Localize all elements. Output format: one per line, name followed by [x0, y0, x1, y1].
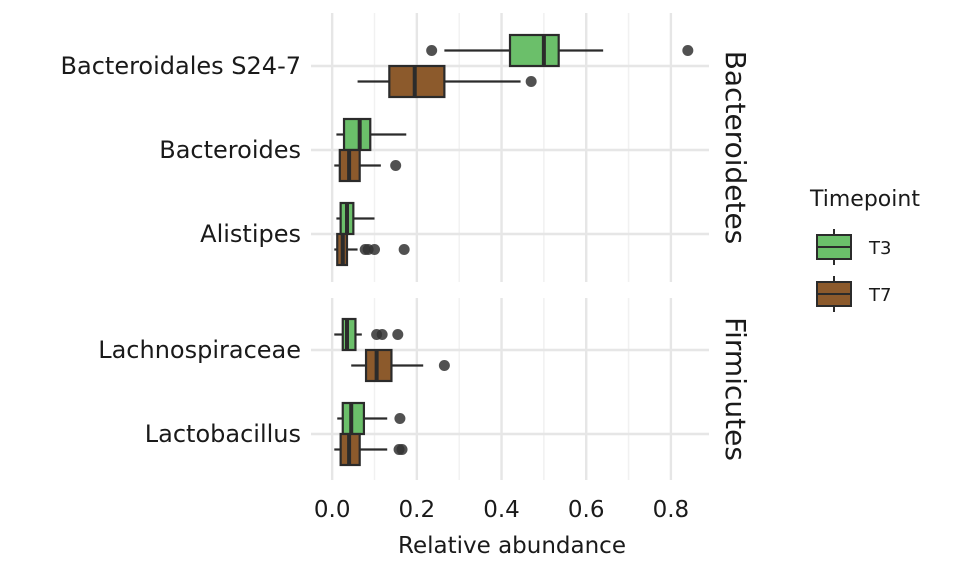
- outlier-point: [398, 244, 410, 255]
- outlier-point: [396, 444, 408, 455]
- outlier-point: [390, 160, 402, 171]
- box-t7: [388, 64, 446, 99]
- x-tick-label: 0.6: [568, 497, 605, 523]
- facet-strip-label: Bacteroidetes: [719, 51, 752, 245]
- category-label: Bacteroides: [159, 136, 301, 164]
- outlier-point: [394, 413, 406, 424]
- legend-label: T7: [868, 285, 891, 306]
- outlier-point: [525, 76, 537, 87]
- box-t7: [364, 348, 393, 383]
- outlier-point: [682, 45, 694, 56]
- x-axis-title: Relative abundance: [398, 533, 626, 559]
- facet-strip-label: Firmicutes: [719, 317, 752, 461]
- x-tick-label: 0.0: [314, 497, 351, 523]
- category-label: Alistipes: [200, 220, 301, 248]
- outlier-point: [392, 329, 404, 340]
- legend-label: T3: [868, 238, 891, 259]
- outlier-point: [369, 244, 381, 255]
- category-label: Lactobacillus: [145, 420, 301, 448]
- x-tick-label: 0.8: [653, 497, 690, 523]
- x-tick-label: 0.2: [399, 497, 436, 523]
- category-label: Lachnospiraceae: [98, 336, 301, 364]
- outlier-point: [438, 360, 450, 371]
- category-label: Bacteroidales S24-7: [61, 52, 301, 80]
- box-t3: [341, 317, 357, 352]
- legend-title: Timepoint: [809, 187, 920, 212]
- x-tick-label: 0.4: [483, 497, 520, 523]
- outlier-point: [376, 329, 388, 340]
- outlier-point: [426, 45, 438, 56]
- box-t3: [342, 117, 372, 152]
- box-t3: [341, 401, 366, 436]
- box-t3: [508, 33, 560, 68]
